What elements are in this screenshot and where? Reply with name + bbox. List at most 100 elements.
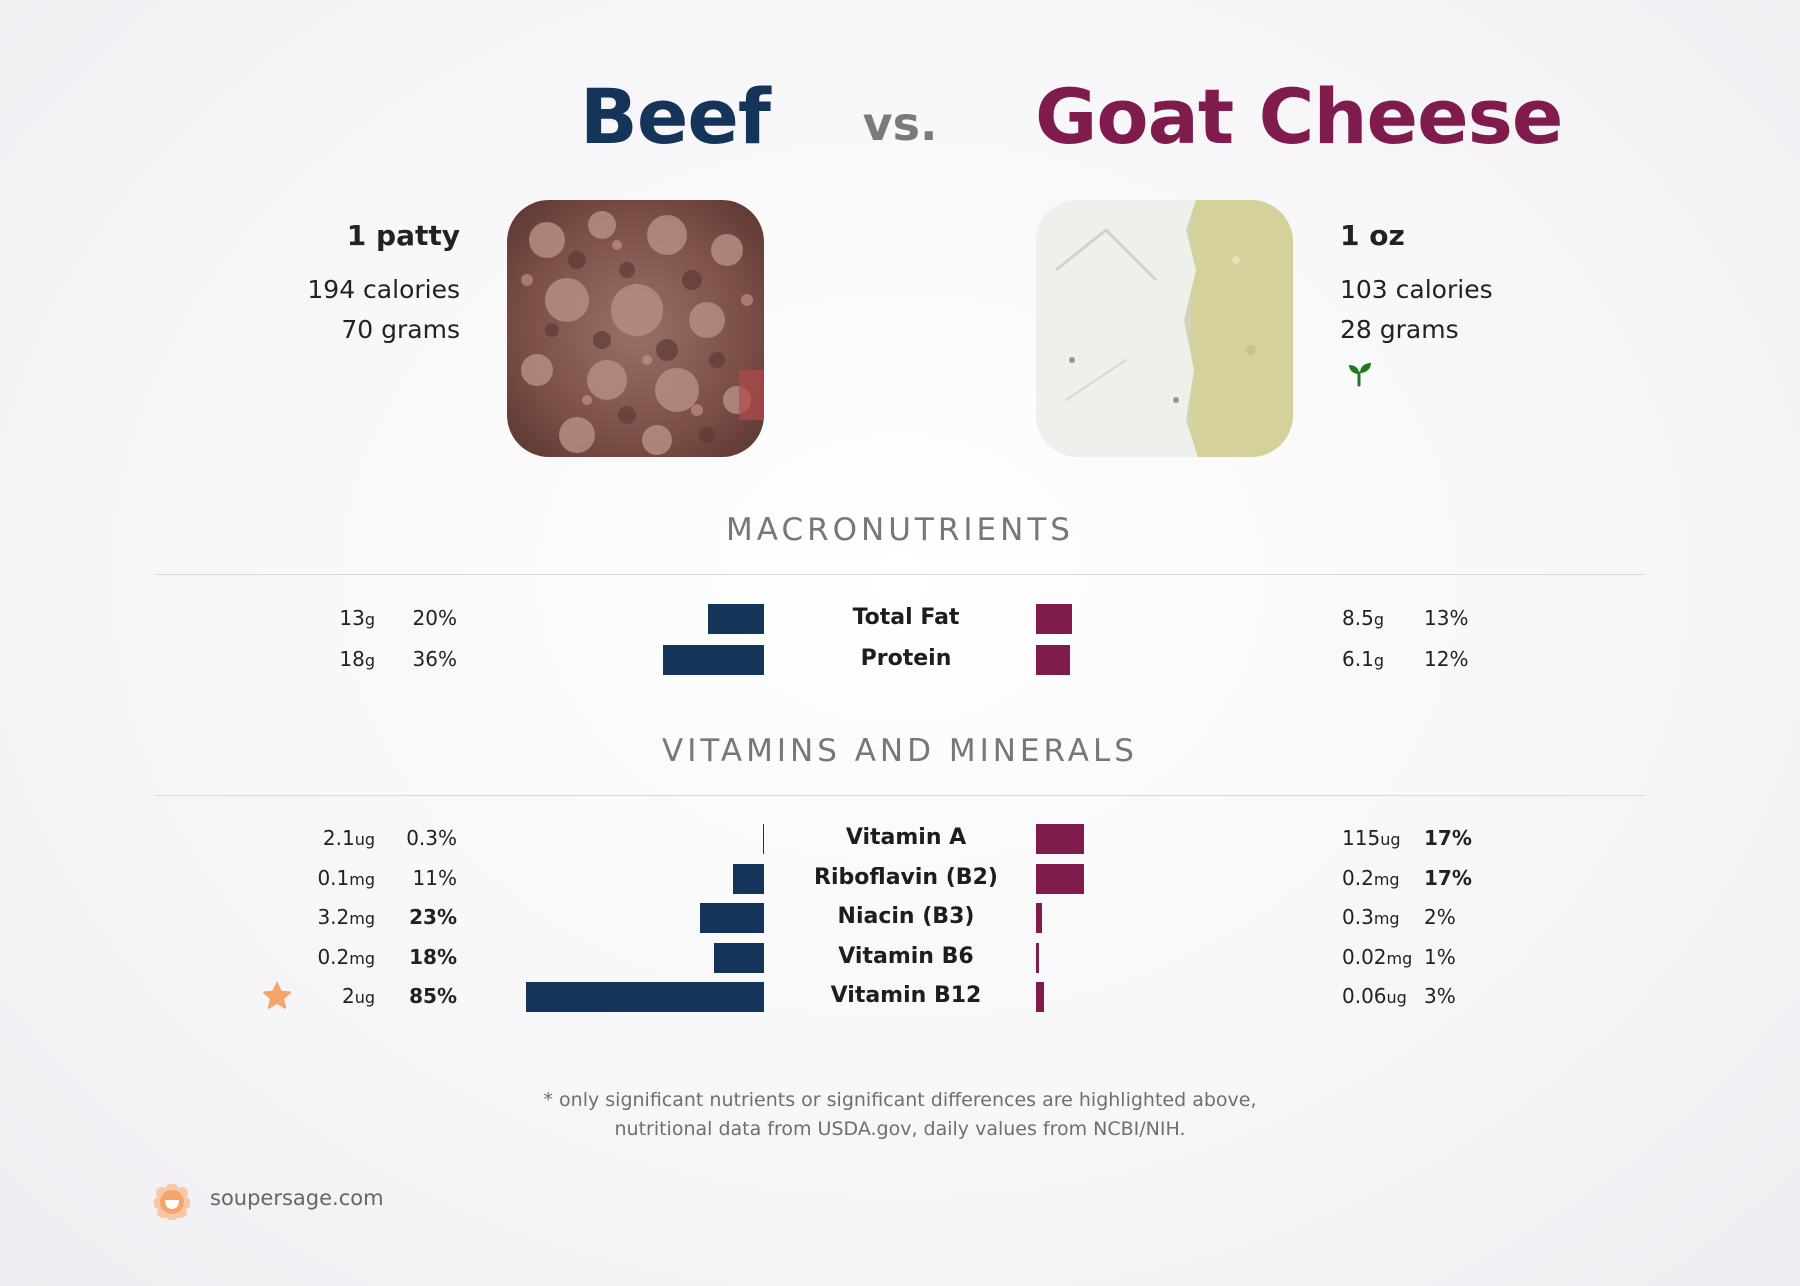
right-amount-value: 115: [1342, 826, 1381, 850]
right-amount: 115ug: [1342, 820, 1452, 856]
left-amount-value: 13: [339, 606, 365, 630]
right-bar: [1036, 903, 1042, 933]
right-amount-value: 0.3: [1342, 905, 1374, 929]
right-percent: 13%: [1424, 606, 1469, 630]
right-amount-unit: mg: [1373, 909, 1400, 928]
brand-link[interactable]: soupersage.com: [210, 1186, 384, 1210]
left-amount-unit: ug: [354, 988, 375, 1007]
food-left-title: Beef: [579, 72, 771, 161]
nutrient-row: 13g 20% Total Fat 8.5g 13%: [0, 600, 1800, 636]
right-bar: [1036, 604, 1073, 634]
left-amount-value: 0.2: [317, 944, 350, 969]
right-amount: 8.5g: [1342, 600, 1452, 636]
left-amount: 2.1ug: [290, 820, 375, 856]
right-percent: 1%: [1424, 944, 1456, 969]
nutrient-row: 0.1mg 11% Riboflavin (B2) 0.2mg 17%: [0, 860, 1800, 896]
left-amount: 0.1mg: [290, 860, 375, 896]
nutrient-label: Vitamin B12: [830, 983, 982, 1008]
nutrient-row: 2.1ug 0.3% Vitamin A 115ug 17%: [0, 820, 1800, 856]
left-bar: [663, 645, 764, 675]
vs-label: vs.: [862, 97, 938, 151]
nutrient-label: Niacin (B3): [837, 904, 975, 929]
food-left-info: 1 patty 194 calories 70 grams: [240, 216, 460, 350]
footnote: * only significant nutrients or signific…: [0, 1086, 1800, 1144]
right-percent: 17%: [1424, 826, 1472, 850]
right-bar: [1036, 824, 1084, 854]
left-percent: 85%: [409, 984, 457, 1008]
right-amount: 0.2mg: [1342, 860, 1452, 896]
vitamins-heading: VITAMINS AND MINERALS: [662, 733, 1138, 769]
right-percent: 3%: [1424, 984, 1456, 1008]
left-bar: [713, 942, 764, 973]
beef-photo: [507, 200, 764, 457]
left-amount-value: 0.1: [317, 865, 350, 890]
left-amount-unit: mg: [349, 948, 375, 968]
vitamins-divider: [155, 795, 1645, 796]
macronutrients-heading: MACRONUTRIENTS: [726, 512, 1074, 548]
nutrient-row: 0.2mg 18% Vitamin B6 0.02mg 1%: [0, 939, 1800, 975]
goat-cheese-photo: [1036, 200, 1293, 457]
food-left-serving: 1 patty: [346, 219, 460, 252]
right-percent: 12%: [1424, 647, 1469, 671]
left-amount-unit: mg: [349, 909, 375, 928]
left-amount: 3.2mg: [290, 899, 375, 935]
right-amount-value: 8.5: [1342, 606, 1374, 630]
left-amount-value: 3.2: [317, 905, 350, 929]
right-amount-unit: g: [1373, 651, 1384, 670]
left-percent: 23%: [409, 905, 457, 929]
left-amount-unit: g: [364, 651, 375, 670]
right-percent: 2%: [1424, 905, 1456, 929]
nutrient-label: Total Fat: [852, 605, 960, 630]
right-amount: 0.06ug: [1342, 978, 1452, 1014]
nutrient-row: 18g 36% Protein 6.1g 12%: [0, 641, 1800, 677]
food-right-title: Goat Cheese: [1035, 72, 1563, 161]
left-amount-unit: mg: [349, 869, 375, 889]
right-amount: 0.02mg: [1342, 939, 1452, 975]
right-amount-unit: ug: [1386, 988, 1407, 1007]
right-bar: [1036, 982, 1045, 1012]
left-amount: 0.2mg: [290, 939, 375, 975]
left-amount-value: 18: [339, 647, 365, 671]
food-left-grams: 70 grams: [341, 315, 460, 344]
nutrient-label: Vitamin A: [845, 825, 967, 850]
left-amount-value: 2.1: [322, 826, 355, 850]
left-percent: 36%: [412, 647, 457, 671]
left-amount: 13g: [290, 600, 375, 636]
right-amount-unit: mg: [1373, 869, 1400, 889]
soupersage-logo-icon[interactable]: [153, 1183, 191, 1221]
left-amount-unit: ug: [354, 830, 375, 849]
right-bar: [1036, 863, 1084, 894]
left-amount-unit: g: [364, 610, 375, 629]
right-amount-value: 0.2: [1342, 865, 1374, 890]
nutrient-row: 2ug 85% Vitamin B12 0.06ug 3%: [0, 978, 1800, 1014]
left-bar: [526, 982, 764, 1012]
nutrient-label: Vitamin B6: [838, 943, 974, 969]
right-bar: [1036, 645, 1070, 675]
right-amount-unit: mg: [1386, 948, 1413, 968]
right-amount-value: 0.02: [1342, 944, 1387, 969]
left-bar: [733, 863, 764, 894]
food-left-calories: 194 calories: [307, 275, 460, 304]
right-amount-unit: ug: [1380, 830, 1401, 849]
right-amount-value: 0.06: [1342, 984, 1387, 1008]
left-amount: 18g: [290, 641, 375, 677]
left-bar: [762, 824, 764, 854]
left-percent: 18%: [409, 944, 457, 969]
right-amount-unit: g: [1373, 610, 1384, 629]
food-right-grams: 28 grams: [1340, 315, 1459, 344]
left-amount: 2ug: [290, 978, 375, 1014]
left-bar: [699, 903, 764, 933]
right-bar: [1036, 942, 1039, 973]
nutrient-label: Riboflavin (B2): [814, 864, 998, 890]
left-percent: 0.3%: [406, 826, 457, 850]
nutrient-label: Protein: [860, 646, 952, 671]
food-right-info: 1 oz 103 calories 28 grams: [1340, 216, 1600, 350]
food-right-calories: 103 calories: [1340, 275, 1493, 304]
footnote-line-2: nutritional data from USDA.gov, daily va…: [614, 1118, 1186, 1140]
star-icon: [262, 981, 292, 1011]
nutrient-row: 3.2mg 23% Niacin (B3) 0.3mg 2%: [0, 899, 1800, 935]
footnote-line-1: * only significant nutrients or signific…: [543, 1089, 1257, 1111]
right-amount: 0.3mg: [1342, 899, 1452, 935]
left-bar: [708, 604, 764, 634]
leaf-icon: [1345, 358, 1375, 388]
